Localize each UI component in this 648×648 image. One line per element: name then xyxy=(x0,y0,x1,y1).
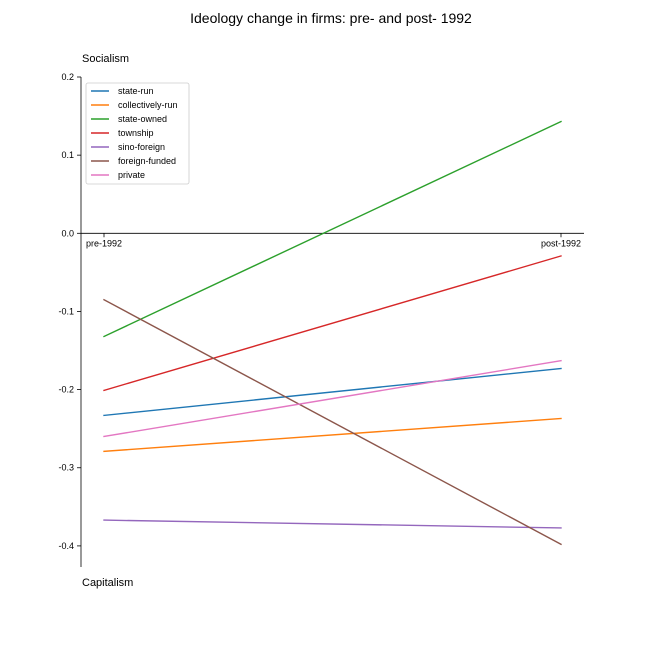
y-tick-label: 0.0 xyxy=(61,228,74,238)
top-axis-label: Socialism xyxy=(82,53,129,65)
y-tick-label: -0.1 xyxy=(58,306,74,316)
legend-label: sino-foreign xyxy=(118,142,165,152)
x-axis: pre-1992 post-1992 xyxy=(81,232,584,248)
legend-label: state-run xyxy=(118,86,154,96)
series-line-private xyxy=(103,359,562,438)
series-lines xyxy=(103,120,562,546)
series-line-township xyxy=(103,255,562,392)
series-line-sino-foreign xyxy=(103,519,562,529)
series-line-state-owned xyxy=(103,120,562,338)
chart-title: Ideology change in firms: pre- and post-… xyxy=(190,10,472,26)
y-tick-label: -0.2 xyxy=(58,385,74,395)
series-line-collectively-run xyxy=(103,417,562,453)
y-tick-label: 0.1 xyxy=(61,150,74,160)
legend-items: state-run collectively-run state-owned town… xyxy=(91,86,178,180)
y-tick-label: -0.3 xyxy=(58,463,74,473)
legend: state-run collectively-run state-owned town… xyxy=(85,82,190,185)
legend-label: township xyxy=(118,128,154,138)
y-tick-label: -0.4 xyxy=(58,541,74,551)
legend-label: foreign-funded xyxy=(118,156,176,166)
y-ticks: 0.2 0.1 0.0 -0.1 -0.2 -0.3 -0.4 xyxy=(58,72,81,551)
series-line-state-run xyxy=(103,367,562,417)
x-tick-label: pre-1992 xyxy=(86,238,122,248)
y-tick-label: 0.2 xyxy=(61,72,74,82)
legend-label: collectively-run xyxy=(118,100,178,110)
series-line-foreign-funded xyxy=(103,298,562,546)
legend-label: state-owned xyxy=(118,114,167,124)
legend-label: private xyxy=(118,170,145,180)
bottom-axis-label: Capitalism xyxy=(82,577,133,589)
x-tick-label: post-1992 xyxy=(541,238,581,248)
legend-box xyxy=(85,82,190,185)
